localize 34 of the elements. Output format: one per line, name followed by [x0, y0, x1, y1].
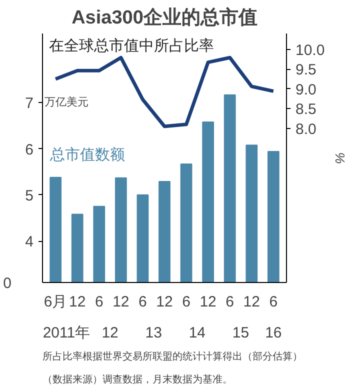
y-axis-title: 万亿美元 — [44, 96, 89, 109]
y2-tick-label: 9.0 — [296, 81, 316, 98]
y-tick-label: 6 — [25, 141, 34, 158]
y-tick-label: 4 — [25, 234, 34, 250]
x-tick-label: 12 — [156, 294, 173, 310]
x-tick-label: 6 — [138, 294, 147, 310]
x-tick-label: 6 — [269, 294, 278, 310]
text: 0 — [3, 275, 12, 292]
text: 12 — [102, 324, 118, 342]
text: 15 — [232, 324, 250, 342]
y-tick-label: 5 — [25, 187, 34, 204]
x-tick-label: 6月 — [44, 294, 68, 310]
series-label: 总市值数额 — [49, 146, 126, 164]
text: （数据来源）调查数据，月末数据为基准。 — [42, 374, 232, 386]
y2-tick-label: 9.5 — [296, 62, 316, 79]
x-tick-label: 12 — [112, 294, 130, 310]
series-label: 在全球总市值中所占比率 — [49, 38, 214, 54]
chart-title: Asia300企业的总市值 — [72, 6, 258, 28]
x-tick-label: 12 — [243, 294, 260, 310]
y2-tick-label: 8.0 — [296, 120, 316, 138]
x-tick-label: 6 — [226, 294, 234, 310]
text: 14 — [188, 324, 206, 342]
x-tick-label: 12 — [200, 294, 216, 310]
y2-tick-label: 8.5 — [296, 101, 316, 118]
x-tick-label: 12 — [69, 294, 86, 310]
x-tick-label: 6 — [182, 294, 190, 310]
text: 16 — [265, 324, 282, 342]
y2-axis-title: % — [332, 152, 348, 164]
x-tick-label: 6 — [94, 294, 104, 310]
text: 所占比率根据世界交易所联盟的统计计算得出（部分估算） — [42, 350, 302, 362]
y-tick-label: 7 — [25, 95, 34, 112]
y2-tick-label: 10.0 — [296, 42, 325, 59]
text: 13 — [145, 324, 162, 342]
text: 2011年 — [42, 324, 90, 342]
